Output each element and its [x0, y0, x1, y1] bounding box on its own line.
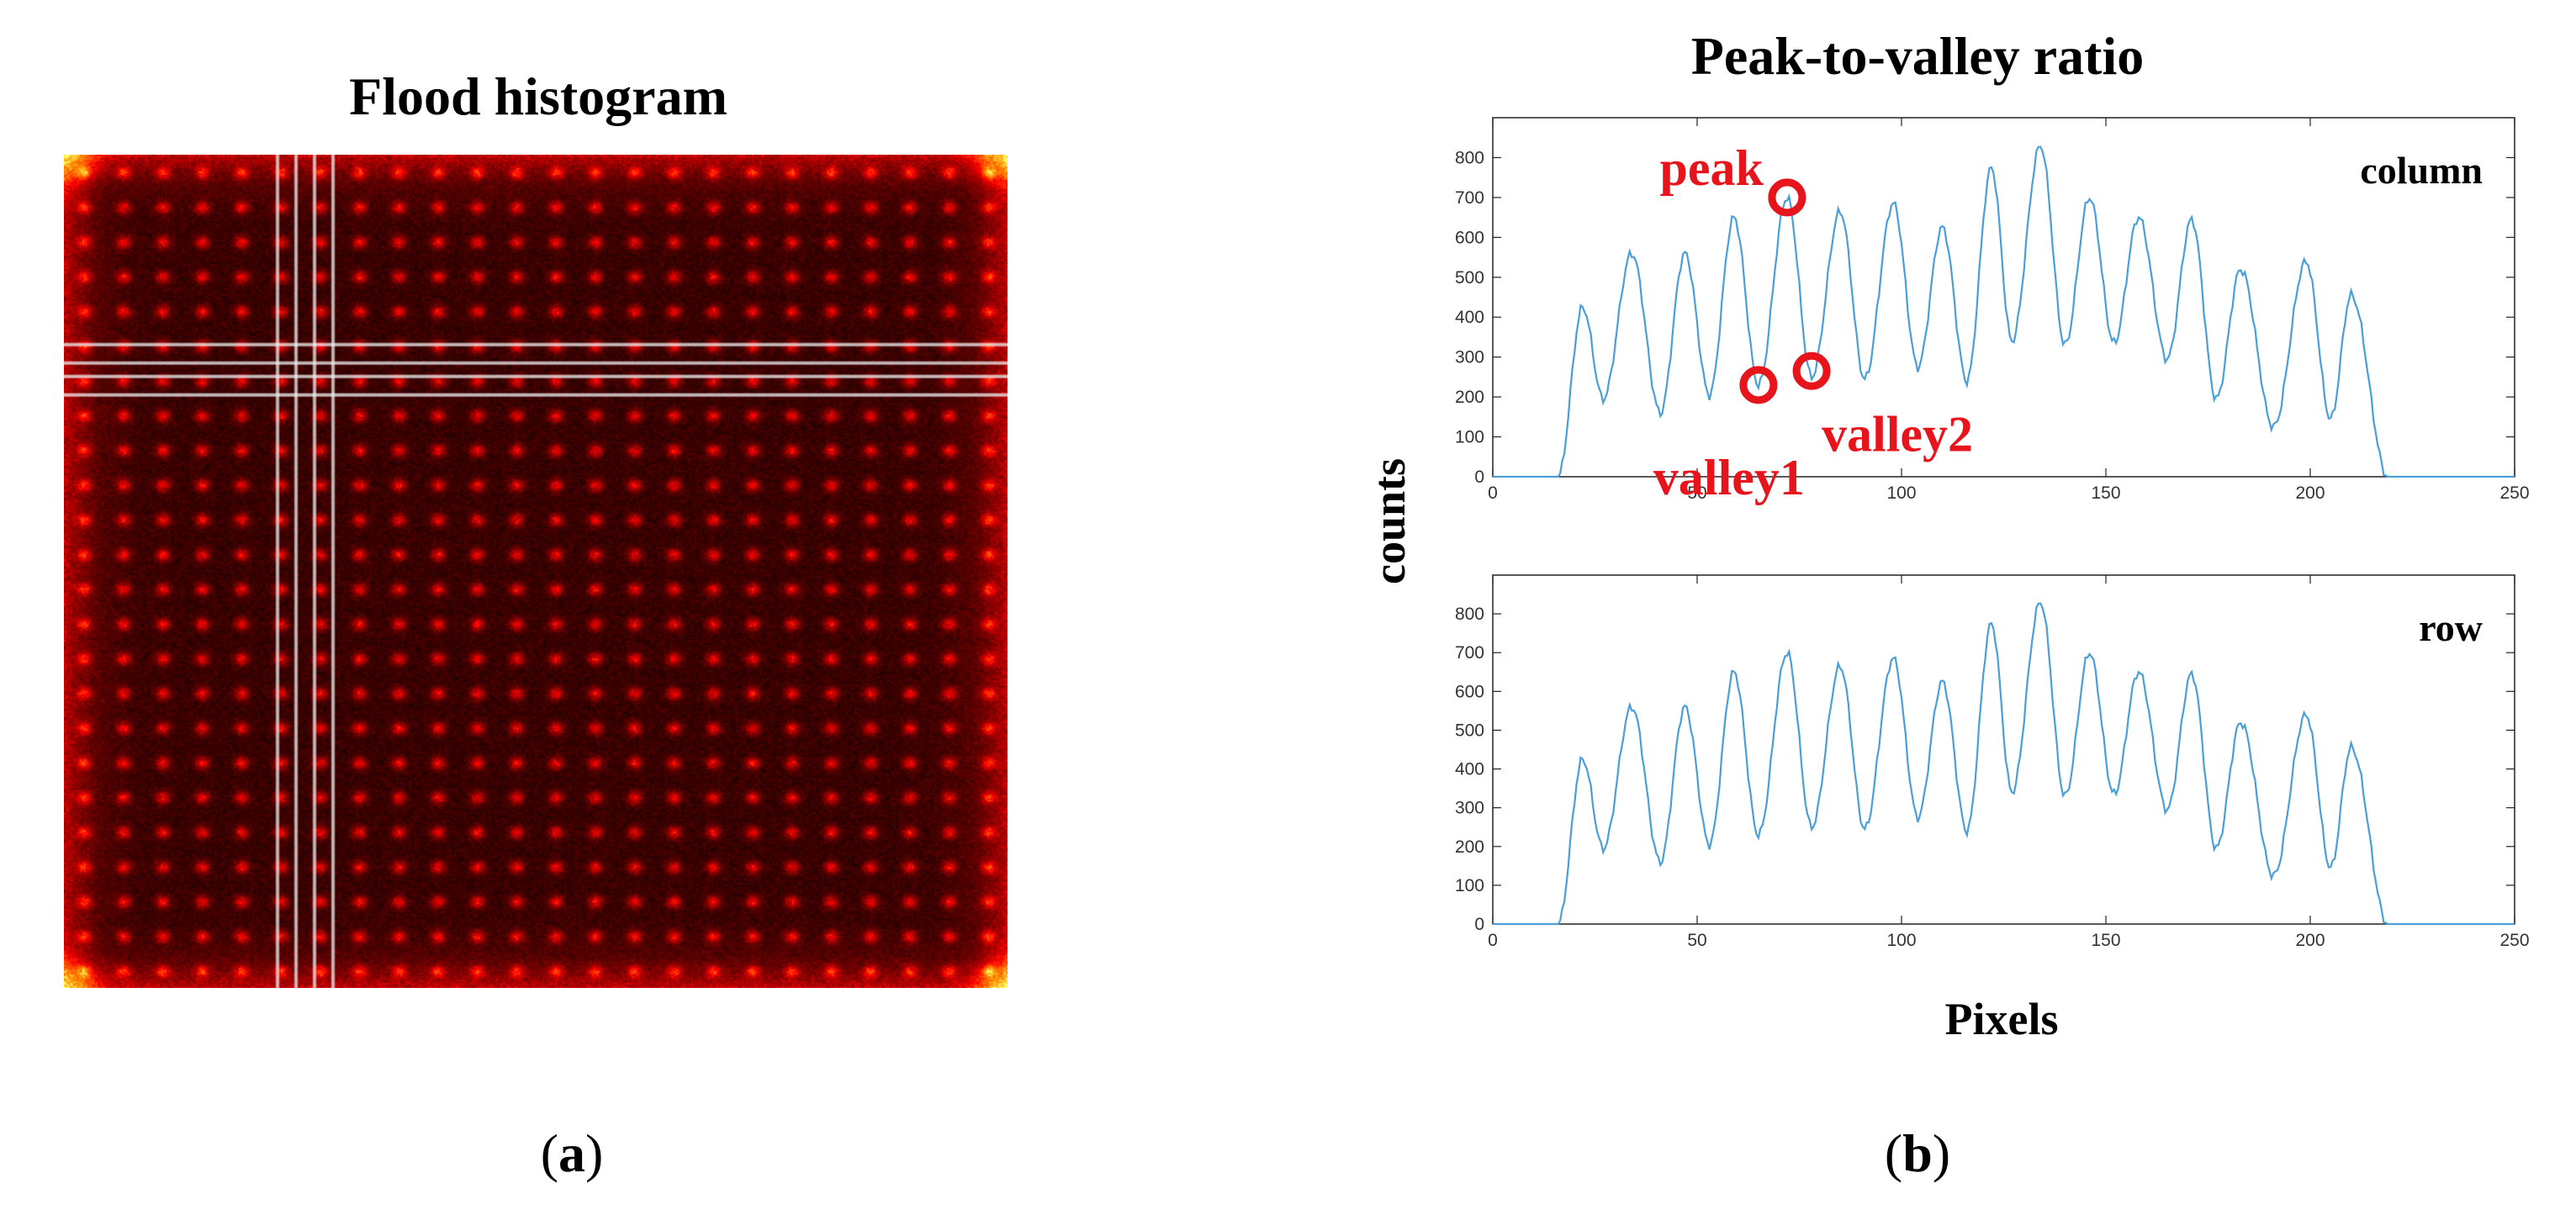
annotation-label-valley2: valley2	[1822, 406, 1973, 462]
y-tick-label: 300	[1455, 348, 1484, 367]
y-tick-label: 700	[1455, 643, 1484, 663]
series-line-column	[1493, 145, 2515, 478]
plot-frame	[1492, 117, 2515, 478]
x-tick-label: 150	[2091, 931, 2120, 950]
y-tick-label: 500	[1455, 721, 1484, 740]
flood-histogram-canvas	[64, 155, 1008, 988]
flood-histogram-title: Flood histogram	[349, 66, 727, 126]
caption-b: (b)	[1884, 1123, 1951, 1183]
x-tick-label: 50	[1687, 931, 1706, 950]
y-tick-label: 700	[1455, 188, 1484, 208]
x-tick-label: 0	[1488, 931, 1498, 950]
y-tick-label: 800	[1455, 605, 1484, 624]
y-tick-label: 0	[1474, 915, 1484, 934]
annotation-label-peak: peak	[1660, 140, 1764, 196]
annotation-circle-valley2	[1792, 351, 1831, 390]
y-tick-label: 400	[1455, 308, 1484, 327]
plot-frame	[1492, 574, 2515, 925]
y-tick-label: 100	[1455, 876, 1484, 895]
x-tick-label: 0	[1488, 483, 1498, 503]
annotation-label-valley1: valley1	[1653, 450, 1805, 505]
y-tick-label: 400	[1455, 760, 1484, 779]
annotation-circle-peak	[1768, 178, 1806, 217]
peak-to-valley-title: Peak-to-valley ratio	[1690, 26, 2145, 86]
y-tick-label: 500	[1455, 268, 1484, 288]
x-axis-label: Pixels	[1945, 994, 2059, 1044]
x-tick-label: 200	[2295, 483, 2325, 503]
caption-a: (a)	[540, 1123, 604, 1183]
panel-label-row: row	[2419, 606, 2483, 649]
y-tick-label: 600	[1455, 682, 1484, 701]
x-tick-label: 100	[1886, 483, 1916, 503]
x-tick-label: 200	[2295, 931, 2325, 950]
y-tick-label: 100	[1455, 428, 1484, 447]
line-plot-column: 0 100 200 300 400 500 600 700 800 0 50 100 150 200 250…	[1455, 117, 2530, 505]
flood-histogram-image	[64, 155, 1008, 988]
x-tick-label: 250	[2499, 931, 2529, 950]
y-tick-label: 0	[1474, 467, 1484, 487]
x-tick-label: 150	[2091, 483, 2120, 503]
x-tick-label: 100	[1886, 931, 1916, 950]
annotation-circle-valley1	[1739, 366, 1778, 404]
y-axis-label: counts	[1364, 458, 1415, 584]
panel-label-column: column	[2360, 149, 2483, 192]
y-tick-label: 600	[1455, 228, 1484, 247]
y-tick-label: 200	[1455, 388, 1484, 407]
y-tick-label: 800	[1455, 148, 1484, 167]
x-tick-label: 50	[1687, 483, 1706, 503]
line-plot-row: 0 100 200 300 400 500 600 700 800 0 50 100 150 200 250…	[1455, 574, 2530, 950]
x-tick-label: 250	[2499, 483, 2529, 503]
y-tick-label: 200	[1455, 837, 1484, 857]
series-line-row	[1493, 602, 2515, 926]
y-tick-label: 300	[1455, 799, 1484, 818]
